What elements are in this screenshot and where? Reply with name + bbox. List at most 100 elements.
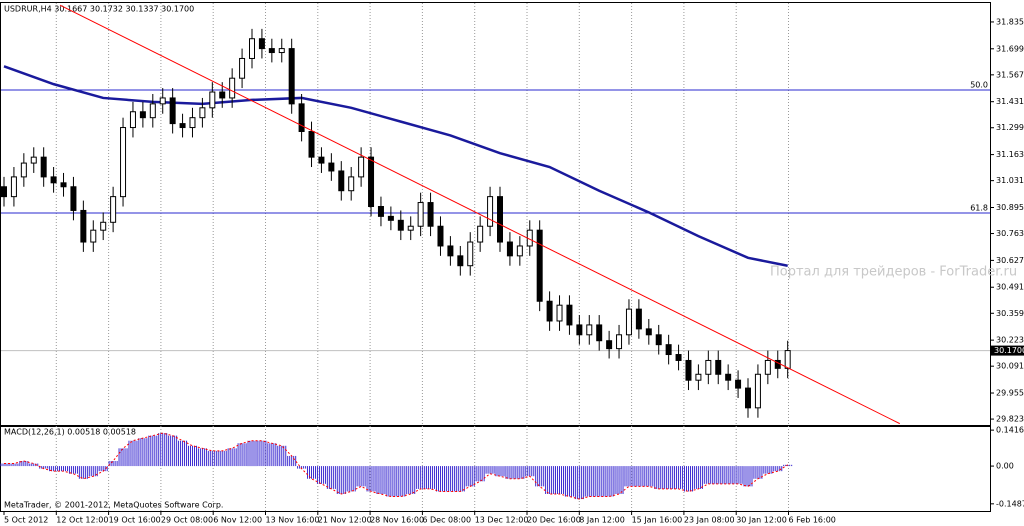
- x-tick-label: 30 Jan 12:00: [736, 516, 787, 525]
- candle-body: [90, 229, 97, 243]
- candle-body: [506, 241, 513, 257]
- x-tick-label: 13 Nov 16:00: [266, 516, 320, 525]
- candle-body: [387, 215, 394, 221]
- x-tick-label: 6 Dec 08:00: [422, 516, 471, 525]
- candle-body: [705, 359, 712, 375]
- indicator-frame: [0, 426, 991, 512]
- y-tick-label: 30.0910: [996, 362, 1024, 371]
- x-tick-label: 23 Jan 08:00: [684, 516, 735, 525]
- candle-body: [229, 77, 236, 99]
- candle-body: [149, 103, 156, 119]
- candle-body: [219, 91, 226, 99]
- last-price-label: 30.1700: [994, 346, 1024, 355]
- x-tick-label: 15 Jan 16:00: [632, 516, 683, 525]
- candle-body: [556, 304, 563, 322]
- candle-body: [189, 117, 196, 129]
- y-tick-label: 31.6990: [996, 44, 1024, 53]
- candle-body: [239, 57, 246, 79]
- candle-body: [635, 308, 642, 330]
- x-tick-label: 21 Nov 12:00: [318, 516, 372, 525]
- candle-body: [139, 111, 146, 119]
- macd-signal: [4, 432, 788, 500]
- x-tick-label: 13 Dec 12:00: [475, 516, 529, 525]
- y-tick-label: 29.8230: [996, 415, 1024, 424]
- candle-body: [70, 186, 77, 211]
- x-tick-label: 6 Feb 16:00: [789, 516, 836, 525]
- level-label: 61.8: [970, 204, 988, 213]
- indicator-y-tick-label: 0.14169: [996, 426, 1024, 435]
- candle-body: [20, 162, 27, 178]
- candle-body: [209, 91, 216, 109]
- last-price-box: [991, 345, 1024, 356]
- candle-body: [457, 255, 464, 267]
- candle-body: [625, 308, 632, 336]
- candle-body: [338, 170, 345, 192]
- candle-body: [735, 379, 742, 389]
- candle-body: [417, 202, 424, 227]
- candle-body: [695, 373, 702, 381]
- candle-body: [447, 245, 454, 257]
- candle-body: [377, 205, 384, 217]
- candle-body: [40, 156, 47, 178]
- candle-body: [249, 38, 255, 59]
- x-tick-label: 19 Oct 16:00: [109, 516, 161, 525]
- symbol-label: USDRUR,H4 30.1667 30.1732 30.1337 30.170…: [4, 5, 194, 14]
- candle-body: [487, 196, 494, 227]
- y-tick-label: 30.3590: [996, 309, 1024, 318]
- candle-body: [586, 324, 593, 336]
- candle-body: [179, 123, 186, 129]
- candle-body: [655, 334, 662, 346]
- candle-body: [159, 97, 166, 105]
- candle-body: [348, 176, 355, 192]
- trendline: [59, 4, 900, 425]
- candle-body: [606, 340, 613, 350]
- candle-body: [715, 359, 722, 375]
- candle-body: [675, 354, 682, 361]
- candle-body: [199, 107, 206, 119]
- watermark: Портал для трейдеров - ForTrader.ru: [770, 265, 1017, 280]
- copyright: MetaTrader, © 2001-2012, MetaQuotes Soft…: [4, 501, 223, 510]
- candle-body: [50, 176, 57, 184]
- x-tick-label: 5 Oct 2012: [4, 516, 48, 525]
- candle-body: [80, 209, 87, 243]
- candle-body: [685, 359, 692, 381]
- candle-body: [467, 241, 474, 267]
- y-tick-label: 30.2230: [996, 336, 1024, 345]
- candle-body: [566, 304, 573, 326]
- candle-body: [308, 130, 315, 158]
- x-tick-label: 28 Nov 16:00: [370, 516, 424, 525]
- y-tick-label: 31.5670: [996, 70, 1024, 79]
- candle-body: [368, 156, 375, 207]
- candle-body: [10, 176, 17, 198]
- candle-body: [129, 111, 136, 129]
- candle-body: [754, 373, 761, 409]
- candle-body: [745, 387, 751, 409]
- indicator-y-tick-label: -0.14875: [996, 499, 1024, 508]
- candle-body: [397, 219, 404, 231]
- price-frame: [0, 2, 991, 426]
- y-tick-label: 31.1630: [996, 150, 1024, 159]
- y-tick-label: 31.2990: [996, 123, 1024, 132]
- candle-body: [358, 156, 365, 178]
- candle-body: [169, 97, 176, 125]
- candle-body: [536, 229, 543, 302]
- y-tick-label: 31.8350: [996, 17, 1024, 26]
- candle-body: [427, 202, 434, 227]
- candle-body: [616, 334, 623, 350]
- level-label: 50.0: [970, 81, 988, 90]
- candle-body: [645, 328, 652, 336]
- candle-body: [1, 186, 7, 198]
- candle-body: [288, 48, 295, 105]
- x-tick-label: 12 Oct 12:00: [56, 516, 108, 525]
- y-tick-label: 30.4910: [996, 283, 1024, 292]
- candle-body: [110, 196, 117, 223]
- y-tick-label: 30.7630: [996, 229, 1024, 238]
- candle-body: [764, 359, 771, 375]
- candle-body: [298, 103, 305, 132]
- y-tick-label: 31.4310: [996, 97, 1024, 106]
- y-tick-label: 29.9550: [996, 389, 1024, 398]
- candle-body: [30, 156, 37, 164]
- candle-body: [596, 324, 603, 342]
